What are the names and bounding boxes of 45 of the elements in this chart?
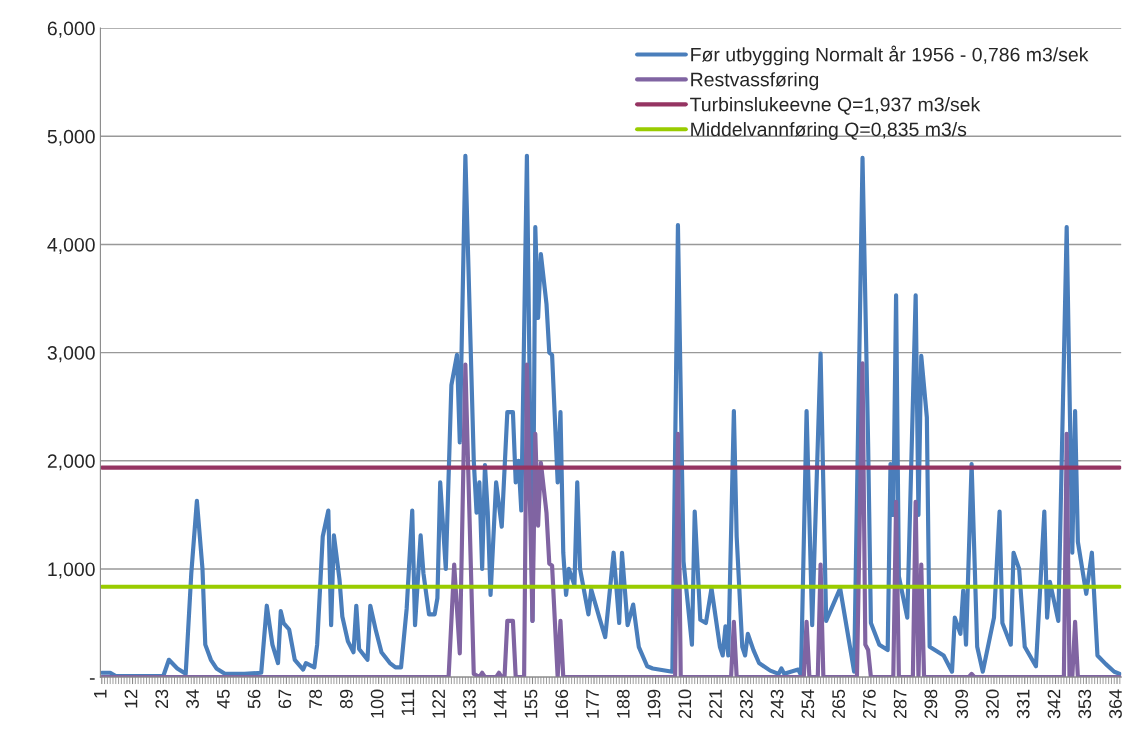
x-tick-label: 309 — [955, 689, 969, 719]
x-tick-label: 78 — [309, 689, 322, 709]
x-tick-label: 221 — [709, 689, 722, 719]
legend-label: Før utbygging Normalt år 1956 - 0,786 m3/sek — [691, 45, 1089, 66]
x-tick-label: 111 — [401, 689, 415, 715]
x-tick-label: 254 — [801, 689, 815, 719]
x-tick-label: 199 — [647, 689, 661, 718]
x-tick-label: 331 — [1016, 689, 1030, 719]
x-tick-label: 1 — [94, 689, 107, 698]
legend-label: Restvassføring — [691, 72, 819, 91]
y-tick-label: 4,000 — [47, 237, 95, 254]
x-tick-label: 12 — [124, 689, 138, 708]
x-tick-label: 144 — [493, 689, 507, 718]
x-tick-label: 177 — [586, 689, 599, 718]
y-tick-label: - — [89, 678, 95, 680]
x-tick-label: 210 — [678, 689, 692, 719]
x-tick-label: 155 — [524, 689, 538, 718]
y-tick-label: 3,000 — [47, 346, 95, 363]
x-tick-label: 364 — [1109, 689, 1122, 719]
y-tick-label: 1,000 — [48, 562, 95, 579]
x-tick-label: 265 — [832, 689, 845, 719]
x-tick-label: 320 — [986, 689, 999, 719]
y-tick-label: 6,000 — [47, 21, 95, 38]
x-tick-label: 342 — [1047, 689, 1061, 719]
x-tick-label: 232 — [739, 689, 753, 719]
x-tick-label: 276 — [862, 689, 876, 719]
y-tick-label: 2,000 — [47, 454, 95, 471]
x-tick-label: 45 — [217, 689, 230, 709]
x-tick-label: 133 — [463, 689, 476, 718]
legend-label: Turbinslukeevne Q=1,937 m3/sek — [690, 97, 981, 115]
x-tick-label: 34 — [186, 689, 199, 709]
x-tick-label: 298 — [924, 689, 938, 719]
legend-label: Middelvannføring Q=0,835 m3/s — [691, 122, 967, 141]
x-tick-label: 353 — [1078, 689, 1092, 719]
x-tick-label: 188 — [616, 689, 630, 718]
x-tick-label: 56 — [247, 689, 261, 709]
x-tick-label: 89 — [339, 689, 353, 709]
x-tick-label: 100 — [370, 689, 384, 718]
x-tick-label: 287 — [893, 689, 907, 719]
x-tick-label: 67 — [278, 689, 292, 709]
x-tick-label: 166 — [555, 689, 569, 718]
y-tick-label: 5,000 — [47, 129, 95, 146]
x-tick-label: 122 — [432, 689, 445, 718]
x-tick-label: 243 — [770, 689, 784, 719]
x-tick-label: 23 — [155, 689, 169, 709]
